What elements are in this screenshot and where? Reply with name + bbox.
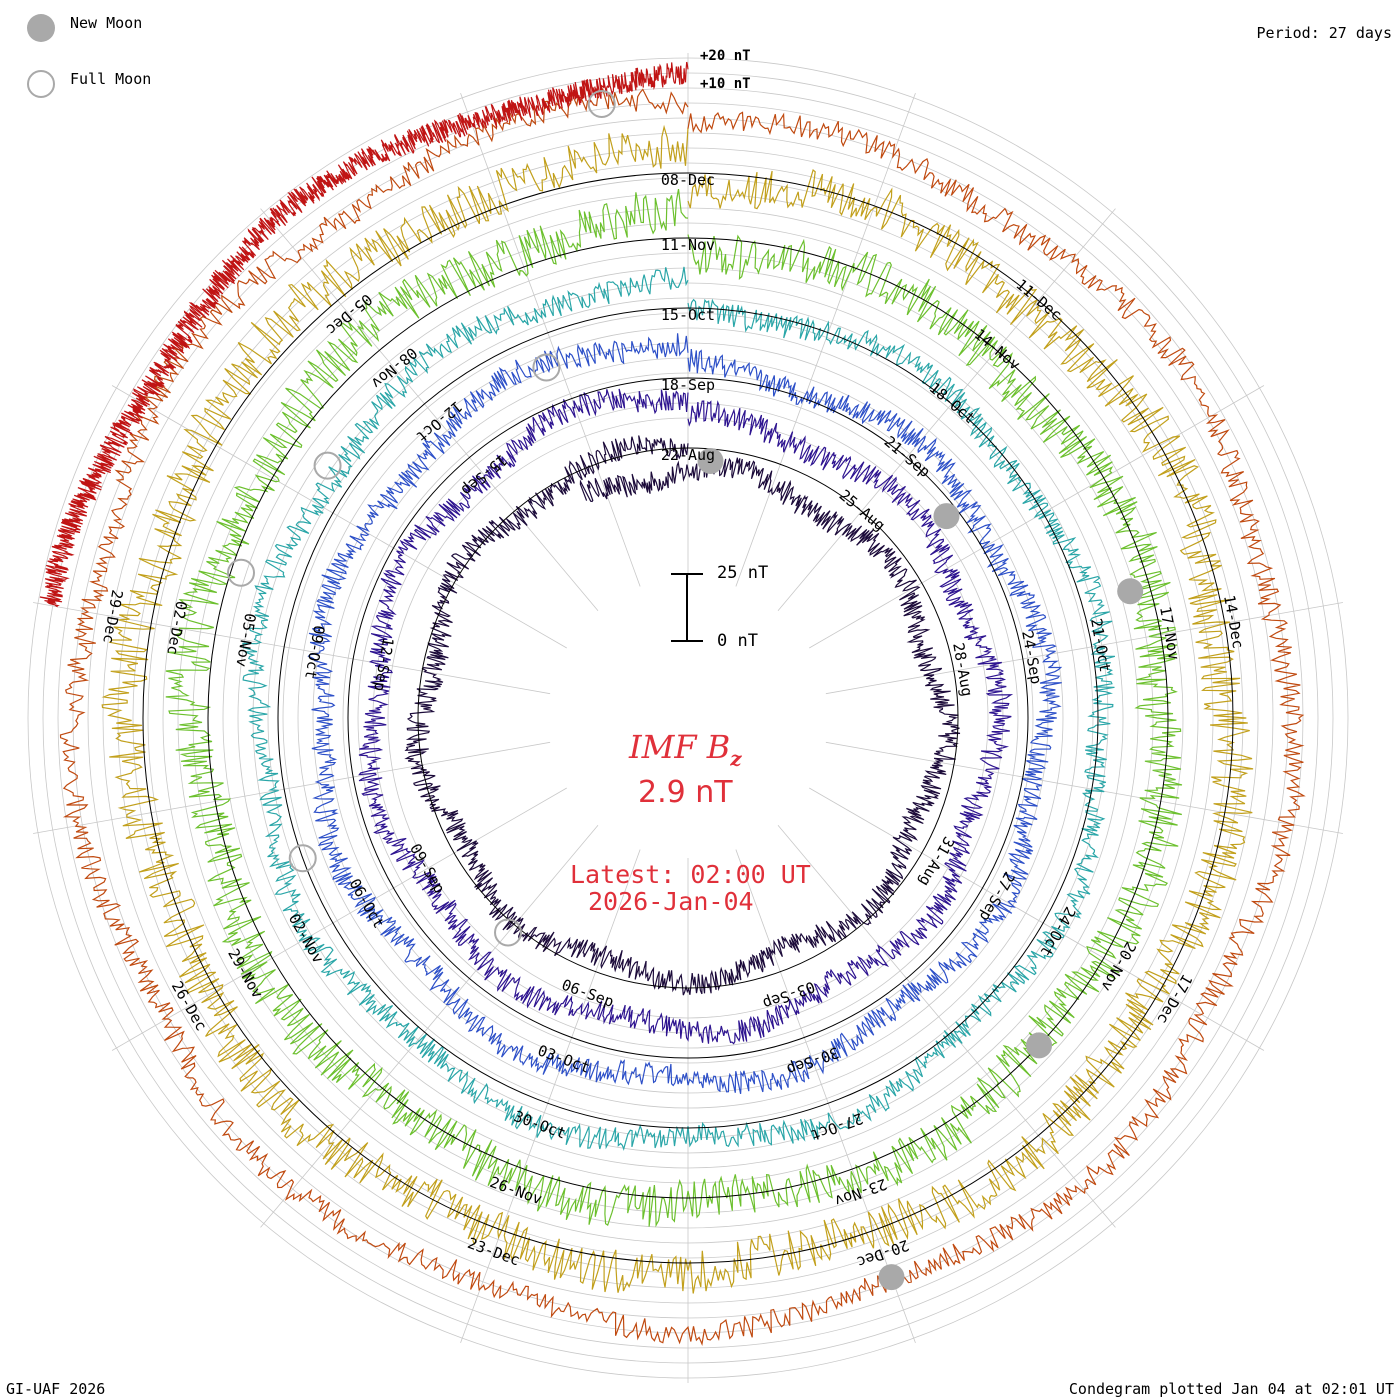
radial-grid — [27, 53, 1349, 1383]
grid-spoke — [111, 787, 567, 1051]
new-moon-marker — [1117, 578, 1144, 605]
date-label: 27-Oct — [808, 1109, 865, 1144]
date-label: 06-Oct — [345, 876, 388, 932]
date-label: 18-Sep — [661, 376, 715, 394]
full-moon-marker — [494, 918, 523, 947]
credit-label: GI-UAF 2026 — [6, 1380, 106, 1398]
grid-spoke — [777, 208, 1116, 612]
grid-spoke — [735, 92, 916, 587]
ring-label-plus20: +20 nT — [700, 48, 751, 64]
reference-rings — [142, 172, 1234, 1264]
grid-spoke — [460, 849, 641, 1344]
grid-spoke — [260, 208, 599, 612]
reference-ring-1 — [417, 447, 959, 989]
scale-bar — [686, 573, 688, 641]
trace-8 — [39, 61, 689, 608]
date-label: 30-Oct — [511, 1107, 568, 1142]
ring-label-plus10: +10 nT — [700, 76, 751, 92]
date-label: 30-Sep — [784, 1043, 841, 1078]
date-label: 29-Nov — [224, 946, 267, 1002]
full-moon-icon — [27, 70, 55, 98]
grid-spoke — [809, 787, 1265, 1051]
scale-bottom-label: 0 nT — [717, 631, 758, 651]
reference-ring-4 — [207, 237, 1169, 1199]
scale-top-label: 25 nT — [717, 563, 769, 583]
date-label: 09-Oct — [301, 624, 328, 680]
date-label: 11-Nov — [661, 236, 715, 254]
period-label: Period: 27 days — [1256, 24, 1392, 42]
scale-bar-top-tick — [671, 573, 703, 575]
date-label: 05-Nov — [232, 612, 259, 668]
date-label: 26-Nov — [487, 1173, 544, 1208]
grid-spoke — [33, 602, 551, 695]
date-label: 15-Oct — [661, 306, 715, 324]
trace-4 — [242, 266, 1116, 1151]
full-moon-marker — [227, 558, 256, 587]
new-moon-marker — [878, 1264, 905, 1291]
quantity-name: IMF B — [629, 728, 731, 766]
quantity-subscript: z — [730, 746, 742, 771]
grid-spoke — [777, 824, 1116, 1228]
new-moon-marker — [697, 447, 724, 474]
date-label: 02-Dec — [163, 600, 190, 656]
full-moon-marker — [288, 844, 317, 873]
grid-spoke — [825, 741, 1343, 834]
plotted-label: Condegram plotted Jan 04 at 02:01 UT — [1068, 1380, 1394, 1398]
full-moon-label: Full Moon — [70, 70, 152, 88]
moon-markers — [227, 90, 1144, 1291]
new-moon-marker — [933, 503, 960, 530]
quantity-title: IMF Bz — [629, 728, 742, 770]
trace-2 — [358, 388, 1014, 1045]
full-moon-marker — [313, 451, 342, 480]
grid-spoke — [111, 385, 567, 649]
reference-ring-3 — [277, 307, 1099, 1129]
date-label: 12-Sep — [370, 636, 397, 692]
grid-spoke — [735, 849, 916, 1344]
latest-date: 2026-Jan-04 — [588, 887, 754, 916]
grid-spoke — [33, 741, 551, 834]
new-moon-icon — [27, 14, 55, 42]
grid-spoke — [825, 602, 1343, 695]
date-label: 23-Dec — [465, 1234, 522, 1269]
date-label: 02-Nov — [285, 910, 328, 966]
date-label: 08-Dec — [661, 171, 715, 189]
current-value: 2.9 nT — [638, 775, 733, 810]
date-label: 26-Dec — [168, 978, 211, 1034]
trace-6 — [101, 124, 1254, 1294]
full-moon-marker — [587, 90, 616, 119]
trace-7 — [59, 88, 1306, 1346]
date-label: 27-Sep — [976, 869, 1019, 925]
reference-ring-5 — [142, 172, 1234, 1264]
new-moon-label: New Moon — [70, 14, 143, 32]
reference-ring-2 — [347, 377, 1029, 1059]
trace-1 — [404, 435, 961, 996]
trace-5 — [165, 188, 1183, 1228]
scale-bar-bottom-tick — [671, 640, 703, 642]
new-moon-marker — [1026, 1032, 1053, 1059]
date-label: 22-Aug — [661, 446, 715, 464]
date-label: 09-Sep — [406, 841, 449, 897]
grid-spoke — [260, 824, 599, 1228]
latest-time: Latest: 02:00 UT — [570, 860, 811, 889]
full-moon-marker — [532, 353, 561, 382]
date-label: 06-Sep — [559, 976, 616, 1011]
grid-spoke — [460, 92, 641, 587]
